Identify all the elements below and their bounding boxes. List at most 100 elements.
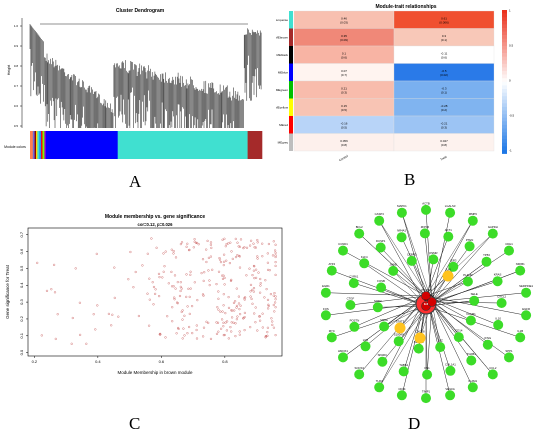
scale-step (502, 13, 507, 18)
scatter-point (193, 238, 196, 241)
scale-step (502, 20, 507, 25)
scatter-point (175, 332, 178, 335)
y-tick-label: 0.5 (19, 265, 24, 271)
scatter-point (185, 273, 188, 276)
network-node-label: MYC (329, 329, 335, 333)
network-node-green (396, 232, 407, 243)
network-edge (431, 281, 468, 303)
scatter-point (221, 238, 224, 241)
network-node-label: VEGFA (445, 387, 454, 391)
module-color-swatch (289, 28, 293, 46)
scatter-point (232, 301, 236, 304)
network-node-green (482, 339, 493, 350)
scatter-point (234, 335, 237, 338)
network-node-green (320, 310, 331, 321)
scatter-point (236, 315, 239, 318)
scatter-point (148, 298, 151, 301)
network-edge (425, 295, 499, 326)
scatter-points (36, 237, 277, 345)
scale-step (502, 142, 507, 147)
network-node-label: S100A9 (394, 333, 404, 337)
network-node-green (428, 254, 439, 265)
scatter-point (263, 296, 266, 299)
network-node-label: SERPINE1 (519, 284, 533, 288)
scatter-point (237, 295, 240, 298)
scatter-point (224, 311, 227, 315)
scatter-point (111, 313, 114, 316)
scatter-point (250, 239, 253, 242)
module-color-swatch (289, 11, 293, 29)
scale-step (502, 35, 507, 39)
scatter-point (239, 304, 242, 307)
scatter-point (107, 312, 110, 315)
scatter-point (230, 321, 233, 324)
scale-step (502, 38, 507, 43)
scatter-point (202, 294, 205, 297)
network-node-yellow (394, 322, 406, 334)
scatter-point (94, 328, 97, 331)
scatter-point (53, 291, 57, 294)
network-node-label: CD44 (398, 387, 406, 391)
heatmap-cell-pvalue: (0.3) (441, 125, 447, 129)
scale-step (502, 10, 507, 14)
scatter-point (274, 334, 277, 337)
network-node-label: ZFP36 (421, 225, 430, 229)
y-tick-label: 0.6 (14, 104, 19, 108)
network-node-label: KRAS (494, 273, 502, 277)
hub-node-label: PTGS2 (421, 288, 431, 292)
network-edge (431, 261, 487, 303)
scatter-subtitle: cor=0.12, p=0.026 (138, 222, 174, 227)
heatmap-cell-value: 0.15 (341, 104, 347, 108)
network-node-green (393, 336, 404, 347)
module-row-label: MEbrown (276, 35, 288, 39)
network-node-label: ACTB (422, 201, 430, 205)
heatmap-cell (393, 133, 495, 152)
scatter-point (197, 243, 200, 246)
scatter-point (225, 329, 228, 332)
scatter-point (249, 283, 253, 286)
heatmap-cell-value: -0.5 (441, 69, 447, 73)
network-node-label: AKT1 (445, 228, 452, 232)
x-tick-label: 0.6 (159, 359, 165, 364)
scatter-point (256, 257, 259, 260)
network-node-label: SOCS3 (354, 366, 364, 370)
scatter-point (261, 242, 264, 245)
scatter-point (217, 330, 220, 333)
heatmap-cell-pvalue: (0.8) (341, 143, 347, 147)
module-color-segment (37, 131, 40, 159)
scatter-point (210, 246, 213, 249)
module-color-swatch (289, 81, 293, 99)
scatter-point (215, 332, 219, 335)
scatter-point (237, 302, 241, 305)
scatter-point (195, 328, 198, 332)
network-node-label: PLAUR (463, 273, 472, 277)
scatter-point (259, 284, 262, 287)
scatter-point (152, 285, 156, 289)
scale-step (502, 24, 507, 29)
network-node-green (413, 343, 424, 354)
scatter-point (154, 292, 157, 295)
panel-d-network: ACTB LGALS3 MMP9 GAPDH CDH1 NFKB1 SERPINE1 EGFR… (306, 196, 550, 410)
scatter-point (205, 320, 208, 323)
module-color-segment (42, 131, 45, 159)
scatter-point (272, 326, 275, 329)
scatter-point (196, 298, 199, 302)
scatter-point (272, 303, 275, 307)
scatter-point (191, 304, 194, 308)
network-node-label: SPARC (378, 353, 387, 357)
module-row-label: MEred (279, 123, 288, 127)
scale-step (502, 63, 507, 68)
network-node-green (354, 369, 365, 380)
scatter-point (52, 263, 56, 266)
scatter-point (235, 306, 238, 309)
network-node-label: CASP3 (375, 212, 385, 216)
scatter-point (209, 241, 213, 244)
scatter-point (179, 281, 182, 284)
scale-step (502, 106, 507, 111)
network-node-label: LGALS3 (445, 204, 456, 208)
scatter-point (235, 287, 238, 290)
scatter-point (181, 337, 184, 340)
heatmap-cell-value: 0.1 (342, 51, 347, 55)
network-node-green (398, 366, 409, 377)
scatter-point (252, 269, 255, 272)
